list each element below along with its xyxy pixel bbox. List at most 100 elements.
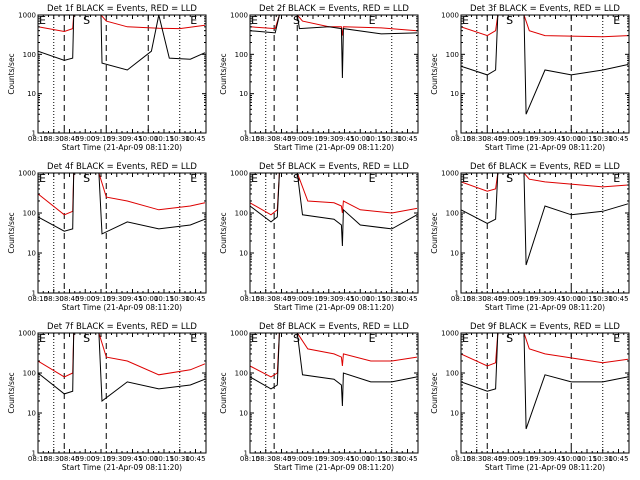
x-tick-label: 09:00 (498, 455, 518, 463)
x-tick-label: 08:30 (44, 295, 64, 303)
x-tick-label: 09:30 (107, 295, 127, 303)
x-tick-label: 09:45 (334, 455, 354, 463)
lld-rate-line (38, 15, 206, 33)
x-tick-label: 09:30 (319, 135, 339, 143)
x-tick-label: 10:15 (154, 135, 174, 143)
y-axis-label: Counts/sec (430, 372, 439, 413)
y-tick-label: 100 (235, 370, 248, 378)
x-tick-label: 10:30 (170, 455, 190, 463)
x-tick-label: 10:00 (561, 455, 581, 463)
x-tick-label: 09:30 (530, 455, 550, 463)
x-tick-label: 08:15 (451, 455, 471, 463)
plot-area (461, 333, 629, 453)
plot-area (38, 173, 206, 293)
x-tick-label: 08:15 (240, 455, 260, 463)
plot-area (250, 333, 418, 453)
y-tick-label: 1 (32, 450, 36, 458)
x-tick-label: 10:15 (577, 455, 597, 463)
y-tick-label: 100 (235, 51, 248, 59)
x-tick-label: 10:30 (382, 295, 402, 303)
panel-title: Det 6f BLACK = Events, RED = LLD (470, 162, 620, 172)
y-tick-label: 1000 (230, 330, 248, 338)
x-tick-label: 09:45 (334, 295, 354, 303)
x-tick-label: 10:15 (366, 135, 386, 143)
y-tick-label: 1000 (230, 170, 248, 178)
start-end-marker-label: E (462, 172, 469, 185)
start-end-marker-label: S (293, 332, 300, 345)
start-end-marker-label: E (251, 14, 258, 27)
x-tick-label: 08:30 (256, 295, 276, 303)
y-tick-label: 100 (446, 370, 459, 378)
start-end-marker-label: E (190, 172, 197, 185)
x-tick-label: 10:15 (366, 295, 386, 303)
x-tick-label: 09:45 (122, 455, 142, 463)
start-end-marker-label: E (39, 14, 46, 27)
x-tick-label: 08:15 (240, 295, 260, 303)
start-end-marker-label: E (369, 332, 376, 345)
lld-rate-line (461, 333, 629, 367)
x-axis-label: Start Time (21-Apr-09 08:11:20) (274, 463, 394, 472)
y-tick-label: 10 (239, 410, 248, 418)
start-end-marker-label: E (190, 332, 197, 345)
x-tick-label: 09:45 (122, 295, 142, 303)
y-tick-label: 1 (32, 130, 36, 138)
y-tick-label: 1 (455, 290, 459, 298)
x-tick-label: 10:15 (577, 295, 597, 303)
x-tick-label: 10:00 (350, 295, 370, 303)
y-tick-label: 10 (450, 410, 459, 418)
y-axis-label: Counts/sec (219, 53, 228, 94)
start-end-marker-label: S (506, 14, 513, 27)
panel-title: Det 5f BLACK = Events, RED = LLD (259, 162, 409, 172)
events-rate-line (38, 333, 206, 402)
x-axis-label: Start Time (21-Apr-09 08:11:20) (62, 143, 182, 152)
start-end-marker-label: E (369, 172, 376, 185)
x-tick-label: 10:00 (350, 455, 370, 463)
x-tick-label: 10:45 (397, 135, 417, 143)
y-tick-label: 10 (27, 410, 36, 418)
y-axis-label: Counts/sec (219, 372, 228, 413)
x-tick-label: 10:30 (382, 135, 402, 143)
x-tick-label: 09:00 (498, 295, 518, 303)
y-tick-label: 1 (244, 450, 248, 458)
lld-rate-line (38, 333, 206, 378)
x-tick-label: 10:15 (154, 455, 174, 463)
x-tick-label: 10:15 (154, 295, 174, 303)
x-tick-label: 09:45 (334, 135, 354, 143)
y-tick-label: 1000 (18, 12, 36, 20)
x-tick-label: 08:15 (28, 135, 48, 143)
x-tick-label: 10:45 (608, 455, 628, 463)
x-tick-label: 09:45 (545, 455, 565, 463)
y-tick-label: 1000 (441, 170, 459, 178)
y-tick-label: 100 (446, 51, 459, 59)
x-tick-label: 10:30 (593, 135, 613, 143)
x-axis-label: Start Time (21-Apr-09 08:11:20) (62, 303, 182, 312)
x-tick-label: 08:15 (28, 455, 48, 463)
panel-title: Det 4f BLACK = Events, RED = LLD (47, 162, 197, 172)
start-end-marker-label: E (251, 172, 258, 185)
start-end-marker-label: E (613, 172, 620, 185)
plot-frame (249, 332, 419, 454)
x-tick-label: 10:30 (170, 135, 190, 143)
x-tick-label: 08:45 (482, 295, 502, 303)
x-tick-label: 09:30 (107, 455, 127, 463)
y-tick-label: 100 (23, 210, 36, 218)
start-end-marker-label: E (613, 332, 620, 345)
x-tick-label: 10:00 (138, 135, 158, 143)
y-axis-label: Counts/sec (219, 212, 228, 253)
x-tick-label: 09:00 (75, 135, 95, 143)
events-rate-line (250, 15, 418, 79)
y-tick-label: 10 (239, 250, 248, 258)
start-end-marker-label: E (462, 332, 469, 345)
y-tick-label: 1 (244, 130, 248, 138)
y-axis-label: Counts/sec (7, 372, 16, 413)
x-tick-label: 10:45 (608, 295, 628, 303)
plot-frame (37, 14, 207, 134)
x-tick-label: 10:00 (561, 295, 581, 303)
x-tick-label: 08:45 (482, 135, 502, 143)
x-tick-label: 10:15 (366, 455, 386, 463)
